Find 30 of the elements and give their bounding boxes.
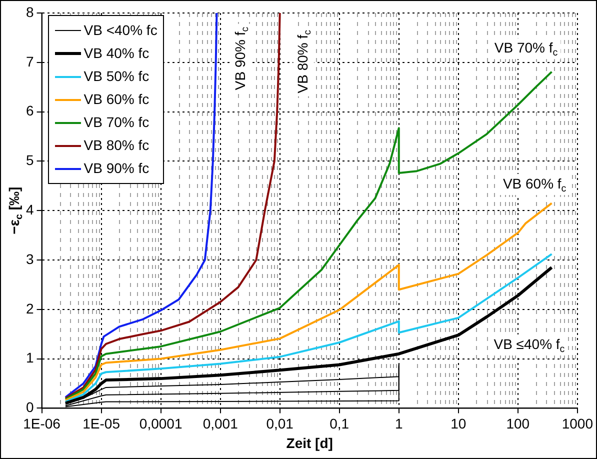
y-tick-label: 4: [26, 201, 34, 218]
y-tick-label: 0: [26, 399, 34, 416]
x-axis-title: Zeit [d]: [286, 434, 333, 451]
x-tick-label: 100: [506, 415, 530, 432]
legend-label: VB 80% fc: [84, 136, 150, 155]
y-tick-label: 7: [26, 53, 34, 70]
x-tick-label: 0,001: [202, 415, 238, 432]
x-tick-label: 0,0001: [139, 415, 182, 432]
x-tick-label: 10: [450, 415, 466, 432]
legend-label: VB 90% fc: [84, 159, 150, 178]
legend-label: VB 70% fc: [84, 113, 150, 132]
y-tick-label: 2: [26, 300, 34, 316]
annotation: VB 90% fc: [232, 26, 251, 90]
legend-label: VB 50% fc: [84, 67, 150, 86]
y-tick-label: 6: [26, 102, 34, 119]
y-axis-title: −εc [‰]: [6, 186, 25, 234]
x-tick-label: 1E-05: [82, 415, 120, 432]
legend-label: VB 60% fc: [84, 90, 150, 109]
legend-label: VB <40% fc: [84, 21, 158, 40]
x-tick-label: 1000: [562, 415, 594, 432]
y-tick-label: 1: [26, 350, 34, 366]
y-tick-label: 5: [26, 152, 34, 168]
x-tick-label: 1E-06: [23, 415, 61, 432]
x-tick-label: 0,01: [266, 415, 294, 432]
annotation: VB 80% fc: [294, 30, 314, 94]
y-tick-label: 3: [26, 250, 34, 267]
y-tick-label: 8: [26, 4, 34, 20]
x-tick-label: 0,1: [330, 415, 350, 432]
x-tick-label: 1: [394, 415, 403, 432]
legend-label: VB 40% fc: [84, 44, 150, 63]
